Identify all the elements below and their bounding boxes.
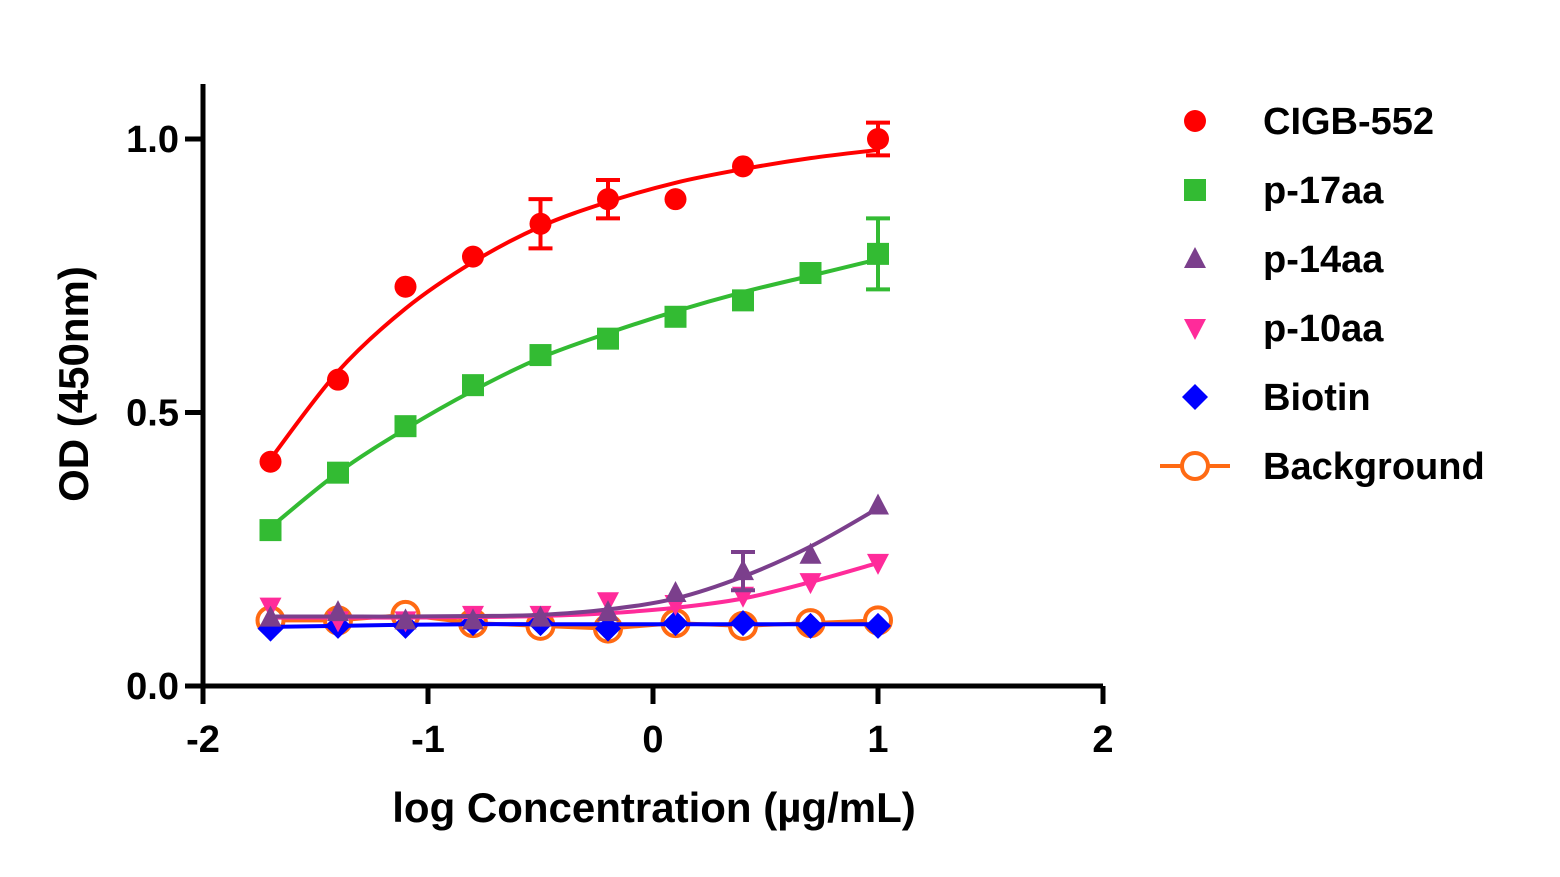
data-point-p-17aa (799, 262, 822, 285)
legend-item-cigb-552: CIGB-552 (1184, 101, 1434, 143)
x-tick-label: -2 (186, 719, 220, 761)
data-point-p-17aa (597, 327, 619, 350)
data-point-p-14aa (597, 600, 619, 622)
x-tick-label: 1 (867, 719, 888, 761)
fit-curve-p-10aa (270, 561, 879, 620)
legend-marker-cigb-552 (1184, 110, 1206, 132)
legend-marker-p-10aa (1184, 319, 1206, 340)
data-point-p-14aa (394, 608, 417, 630)
data-point-biotin (730, 610, 756, 637)
series-p-14aa (259, 493, 889, 630)
data-point-p-17aa (867, 242, 889, 265)
legend-label-background: Background (1263, 446, 1485, 488)
fit-curve-p-17aa (269, 257, 879, 529)
data-point-biotin (865, 612, 891, 639)
data-point-p-17aa (394, 415, 417, 438)
y-axis-title: OD (450nm) (50, 266, 97, 502)
data-point-p-17aa (732, 289, 754, 312)
data-point-p-14aa (462, 608, 484, 630)
legend-item-p-10aa: p-10aa (1184, 308, 1384, 350)
data-point-p-10aa (799, 573, 822, 595)
legend-marker-p-17aa (1184, 179, 1206, 201)
legend-item-p-17aa: p-17aa (1184, 170, 1384, 212)
legend-marker-background (1180, 451, 1210, 481)
legend-marker-p-14aa (1184, 247, 1206, 268)
data-point-p-17aa (259, 519, 282, 542)
x-tick-label: -1 (411, 719, 445, 761)
series-cigb-552 (259, 120, 890, 473)
series-p-17aa (259, 216, 890, 542)
data-point-p-10aa (867, 553, 889, 575)
series-background (255, 599, 893, 644)
data-point-cigb-552 (327, 368, 349, 391)
legend-label-cigb-552: CIGB-552 (1263, 101, 1434, 143)
y-tick-label: 0.5 (126, 393, 179, 435)
data-point-cigb-552 (664, 188, 687, 211)
legend-label-p-14aa: p-14aa (1263, 239, 1384, 281)
legend-item-background: Background (1160, 446, 1485, 488)
x-tick-label: 0 (642, 719, 663, 761)
y-tick-label: 0.0 (126, 666, 179, 708)
data-point-cigb-552 (259, 450, 282, 473)
data-point-cigb-552 (462, 245, 484, 268)
y-tick-label: 1.0 (126, 119, 179, 161)
legend-label-biotin: Biotin (1263, 377, 1371, 419)
legend: CIGB-552 p-17aa p-14aa p-10aa Biotin Backgrou… (1160, 101, 1485, 488)
data-point-cigb-552 (529, 212, 552, 235)
data-point-p-14aa (867, 493, 889, 515)
plot-area (255, 120, 893, 644)
data-point-p-14aa (529, 605, 552, 627)
data-point-p-14aa (259, 605, 282, 627)
data-point-p-14aa (327, 600, 349, 622)
legend-item-biotin: Biotin (1182, 377, 1371, 419)
fit-curve-cigb-552 (268, 147, 879, 461)
data-point-biotin (797, 612, 824, 639)
data-point-p-14aa (664, 581, 687, 603)
data-point-biotin (595, 615, 621, 642)
fit-curve-biotin (270, 622, 878, 629)
data-point-p-14aa (732, 559, 754, 581)
x-tick-label: 2 (1092, 719, 1113, 761)
data-point-cigb-552 (867, 128, 889, 150)
legend-label-p-17aa: p-17aa (1263, 170, 1384, 212)
legend-label-p-10aa: p-10aa (1263, 308, 1384, 350)
x-axis-title: log Concentration (µg/mL) (392, 784, 915, 831)
data-point-p-17aa (664, 305, 687, 328)
data-point-p-17aa (529, 344, 552, 367)
legend-marker-biotin (1182, 384, 1208, 410)
data-point-p-14aa (799, 542, 822, 564)
axes: -2 -1 0 1 2 0.0 0.5 1.0 (126, 84, 1114, 761)
data-point-p-17aa (327, 461, 349, 484)
data-point-cigb-552 (394, 275, 417, 298)
data-point-biotin (662, 610, 689, 637)
data-point-p-17aa (462, 374, 484, 397)
fit-curve-p-14aa (270, 506, 879, 619)
data-point-cigb-552 (732, 155, 754, 178)
legend-item-p-14aa: p-14aa (1184, 239, 1384, 281)
data-point-cigb-552 (597, 188, 619, 211)
